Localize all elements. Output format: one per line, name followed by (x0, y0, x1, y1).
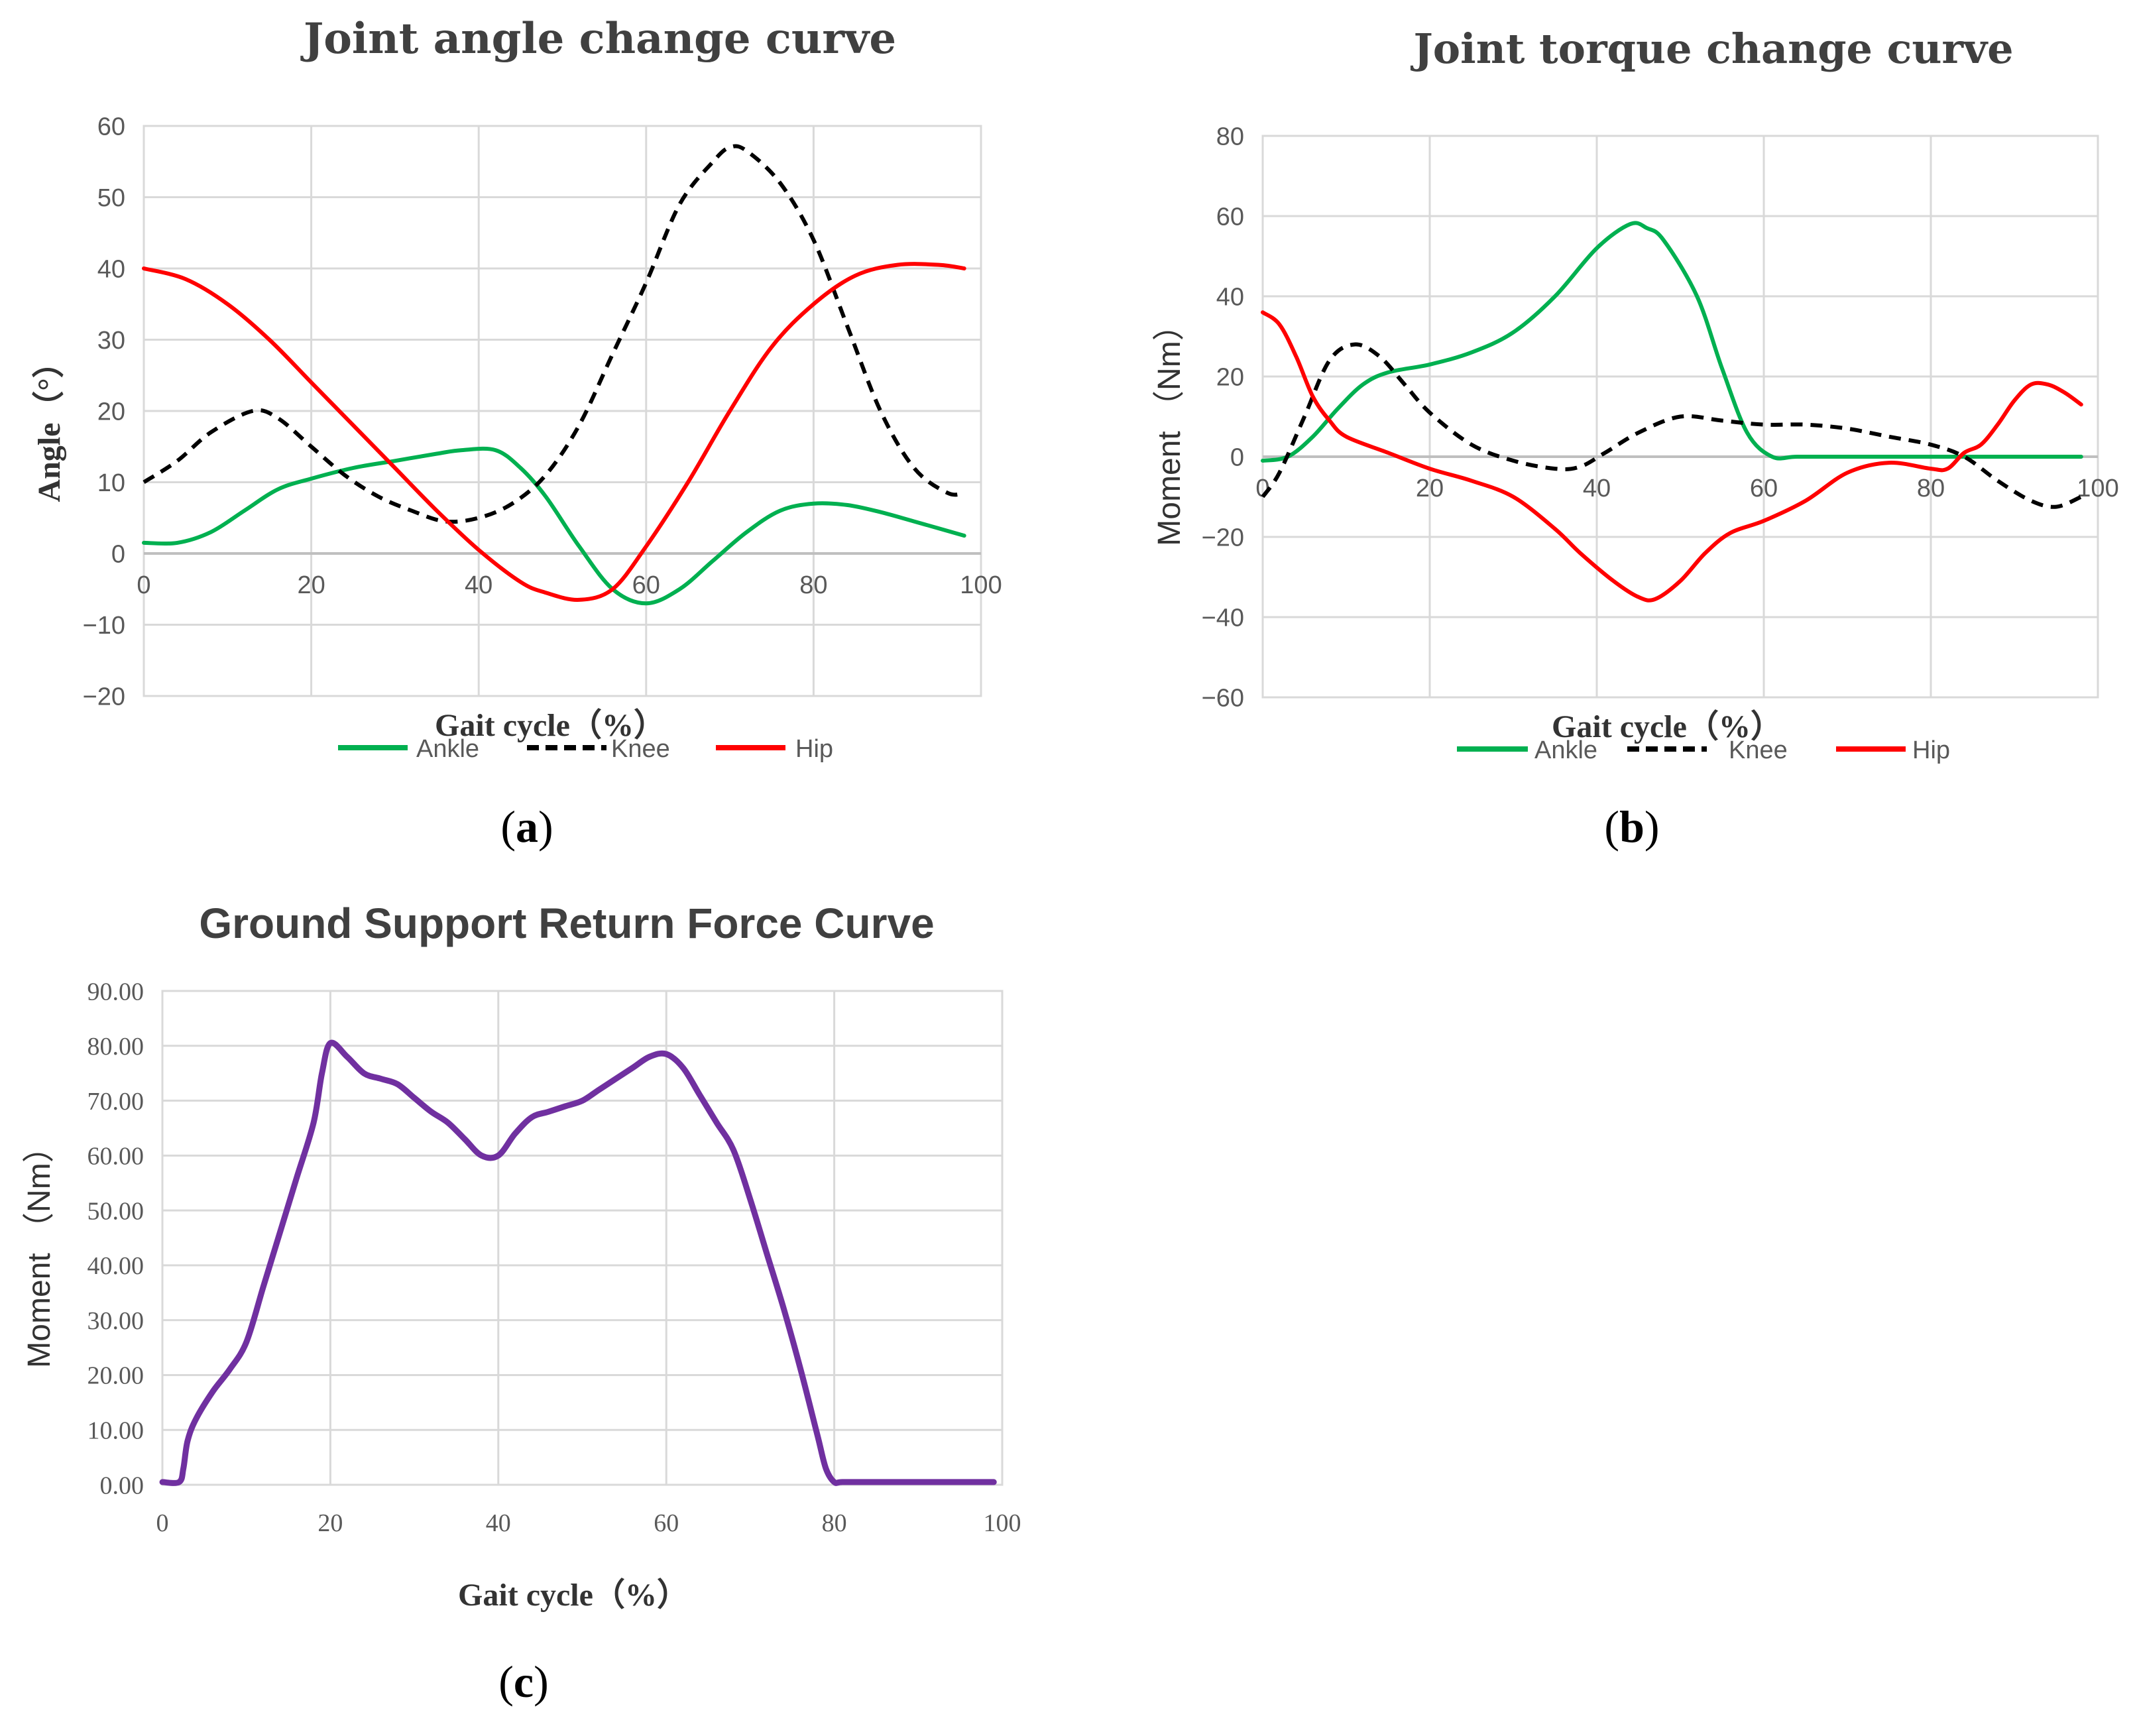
x-tick-labels: 0 20 40 60 80 100 (1255, 475, 2118, 502)
series-line-hip (142, 262, 966, 602)
legend-label-ankle: Ankle (1534, 736, 1597, 764)
y-tick-label: 60.00 (87, 1143, 144, 1171)
y-tick-label: 40.00 (87, 1252, 144, 1280)
panel-a-joint-angle-chart: Joint angle change curve −20 −10 0 10 20 30 40… (32, 14, 1002, 852)
series-line-ankle (142, 446, 966, 606)
legend-label-ankle: Ankle (416, 735, 479, 763)
y-axis-title: Moment （Nm） (22, 1131, 57, 1367)
y-tick-label: 0 (1230, 443, 1244, 471)
legend-label-hip: Hip (795, 735, 833, 763)
y-tick-label: 30.00 (87, 1307, 144, 1335)
x-axis-title: Gait cycle（%） (458, 1578, 689, 1613)
x-tick-label: 60 (1750, 475, 1778, 502)
legend: Ankle Knee Hip (1457, 736, 1950, 764)
y-axis-title: Angle（°） (32, 346, 67, 502)
x-tick-label: 100 (984, 1509, 1021, 1537)
panel-label: (a) (500, 801, 553, 852)
y-tick-label: 60 (1216, 203, 1244, 231)
x-tick-label: 80 (799, 571, 827, 599)
series-lines (1261, 221, 2083, 603)
y-tick-label: 20 (97, 398, 125, 426)
legend-label-hip: Hip (1912, 736, 1950, 764)
x-tick-label: 20 (1416, 475, 1444, 502)
chart-title: Joint angle change curve (300, 14, 896, 64)
y-tick-label: 20.00 (87, 1362, 144, 1390)
legend-label-knee: Knee (611, 735, 670, 763)
y-tick-label: 0 (111, 540, 125, 568)
series-line-knee (1261, 342, 2083, 509)
series-lines (159, 1039, 997, 1486)
y-tick-label: 30 (97, 327, 125, 355)
x-tick-label: 20 (317, 1509, 343, 1537)
series-line-ground-support-force (159, 1039, 997, 1486)
panel-label: (b) (1604, 801, 1659, 852)
x-tick-label: 60 (632, 571, 660, 599)
grid (143, 125, 982, 697)
y-tick-label: 20 (1216, 363, 1244, 391)
x-tick-labels: 0 20 40 60 80 100 (156, 1509, 1021, 1537)
series-line-ankle (1261, 221, 2083, 463)
x-tick-label: 80 (1917, 475, 1945, 502)
chart-title: Joint torque change curve (1410, 25, 2013, 73)
y-tick-labels: 0.00 10.00 20.00 30.00 40.00 50.00 60.00 70.00 8… (87, 978, 144, 1499)
x-tick-label: 100 (960, 571, 1002, 599)
y-tick-label: 0.00 (100, 1472, 144, 1499)
y-tick-label: 70.00 (87, 1088, 144, 1116)
y-tick-labels: −20 −10 0 10 20 30 40 50 60 (83, 113, 125, 711)
y-tick-label: 40 (97, 255, 125, 283)
series-line-hip (1261, 310, 2083, 603)
y-tick-label: 10 (97, 469, 125, 497)
series-lines (142, 144, 966, 606)
panel-b-joint-torque-chart: Joint torque change curve −60 −40 −20 0 20 40… (1152, 25, 2119, 852)
x-tick-labels: 0 20 40 60 80 100 (137, 571, 1002, 599)
x-tick-label: 40 (1583, 475, 1611, 502)
y-tick-label: −20 (83, 683, 125, 711)
y-tick-label: 50 (97, 184, 125, 212)
series-line-knee (143, 144, 965, 524)
x-axis-title: Gait cycle（%） (435, 708, 665, 743)
y-tick-label: 60 (97, 113, 125, 141)
y-axis-title: Moment （Nm） (1152, 309, 1187, 546)
y-tick-label: −60 (1202, 684, 1244, 712)
y-tick-label: −10 (83, 612, 125, 640)
x-tick-label: 0 (137, 571, 150, 599)
y-tick-label: 80.00 (87, 1033, 144, 1061)
y-tick-label: 80 (1216, 123, 1244, 150)
chart-title: Ground Support Return Force Curve (199, 899, 934, 947)
x-tick-label: 60 (654, 1509, 679, 1537)
panel-c-ground-force-chart: Ground Support Return Force Curve 0.00 10… (22, 899, 1021, 1707)
legend: Ankle Knee Hip (338, 735, 833, 763)
y-tick-label: 90.00 (87, 978, 144, 1006)
x-tick-label: 40 (486, 1509, 511, 1537)
x-axis-title: Gait cycle（%） (1552, 709, 1782, 744)
panel-label: (c) (498, 1656, 549, 1707)
x-tick-label: 0 (156, 1509, 169, 1537)
y-tick-label: −40 (1202, 604, 1244, 632)
y-tick-labels: −60 −40 −20 0 20 40 60 80 (1202, 123, 1244, 712)
y-tick-label: 50.00 (87, 1197, 144, 1225)
x-tick-label: 20 (297, 571, 325, 599)
x-tick-label: 80 (822, 1509, 847, 1537)
y-tick-label: −20 (1202, 524, 1244, 551)
y-tick-label: 10.00 (87, 1417, 144, 1445)
legend-label-knee: Knee (1729, 736, 1788, 764)
x-tick-label: 100 (2077, 475, 2118, 502)
x-tick-label: 40 (465, 571, 492, 599)
y-tick-label: 40 (1216, 283, 1244, 311)
